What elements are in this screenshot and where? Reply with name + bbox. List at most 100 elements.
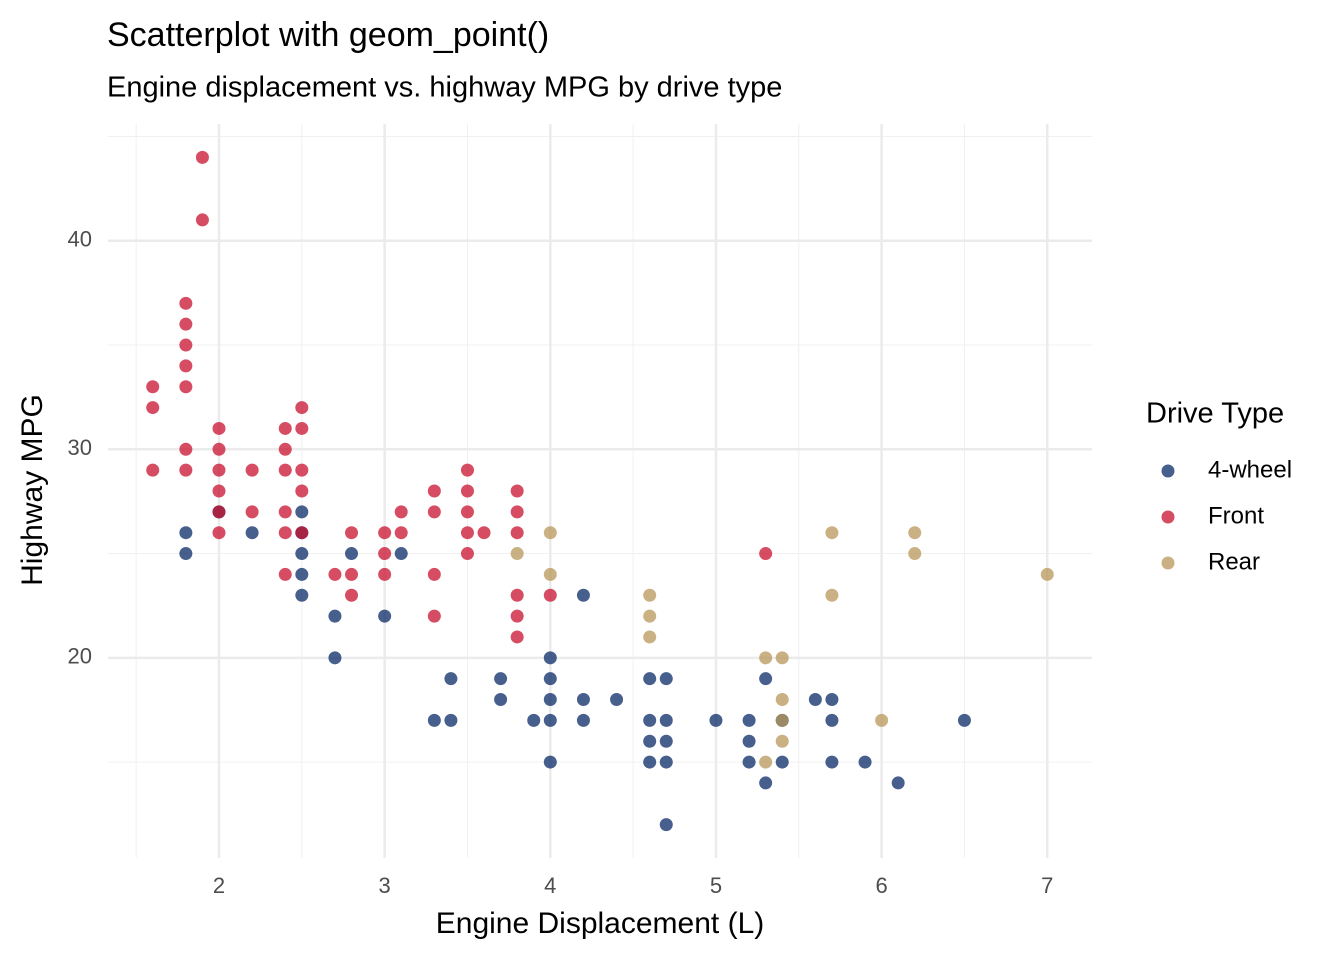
point [742,755,756,769]
point [295,401,309,415]
point [543,588,557,602]
point [908,547,922,561]
point [295,547,309,561]
point [759,672,773,686]
point [394,505,408,519]
point [245,505,259,519]
point [394,526,408,540]
legend-marker [1161,510,1175,524]
point [957,713,971,727]
point [278,442,292,456]
point [278,421,292,435]
point [179,296,193,310]
point [858,755,872,769]
point [510,609,524,623]
point [295,588,309,602]
point [295,484,309,498]
y-tick-label: 20 [68,644,92,669]
point [278,463,292,477]
point [146,463,160,477]
point [891,776,905,790]
point [643,630,657,644]
point [775,734,789,748]
point [394,547,408,561]
point [212,526,226,540]
point [510,630,524,644]
point [775,651,789,665]
point [212,463,226,477]
point [295,526,309,540]
point [494,672,508,686]
point [610,693,624,707]
point [378,526,392,540]
point [378,547,392,561]
chart-subtitle: Engine displacement vs. highway MPG by d… [107,72,782,104]
point [179,359,193,373]
point [775,693,789,707]
point [543,672,557,686]
point [709,713,723,727]
point [345,547,359,561]
point [460,526,474,540]
point [543,651,557,665]
y-axis-title: Highway MPG [16,394,49,586]
point [345,526,359,540]
point [759,547,773,561]
point [576,713,590,727]
x-tick-label: 2 [213,873,225,898]
point [643,588,657,602]
point [444,672,458,686]
point [212,505,226,519]
point [460,547,474,561]
point [510,505,524,519]
point [146,401,160,415]
point [278,526,292,540]
point [245,463,259,477]
point [759,651,773,665]
point [543,693,557,707]
point [477,526,491,540]
point [659,734,673,748]
legend-title: Drive Type [1146,398,1284,430]
point [179,380,193,394]
point [543,526,557,540]
x-tick-label: 3 [379,873,391,898]
point [576,693,590,707]
point [146,380,160,394]
point [328,567,342,581]
point [643,609,657,623]
point [775,755,789,769]
point [576,588,590,602]
point [742,734,756,748]
point [759,755,773,769]
point [278,567,292,581]
point [295,421,309,435]
point [179,338,193,352]
point [444,713,458,727]
point [825,693,839,707]
point [543,567,557,581]
point [179,547,193,561]
point [179,317,193,331]
point [345,588,359,602]
point [179,526,193,540]
point [295,505,309,519]
point [427,484,441,498]
point [460,484,474,498]
point [460,505,474,519]
point [212,442,226,456]
point [460,463,474,477]
point [510,526,524,540]
point [328,651,342,665]
point [378,609,392,623]
x-tick-label: 4 [544,873,556,898]
y-tick-label: 40 [68,227,92,252]
point [345,567,359,581]
point [659,672,673,686]
point [759,776,773,790]
x-tick-label: 7 [1041,873,1053,898]
point [825,526,839,540]
point [808,693,822,707]
point [659,713,673,727]
